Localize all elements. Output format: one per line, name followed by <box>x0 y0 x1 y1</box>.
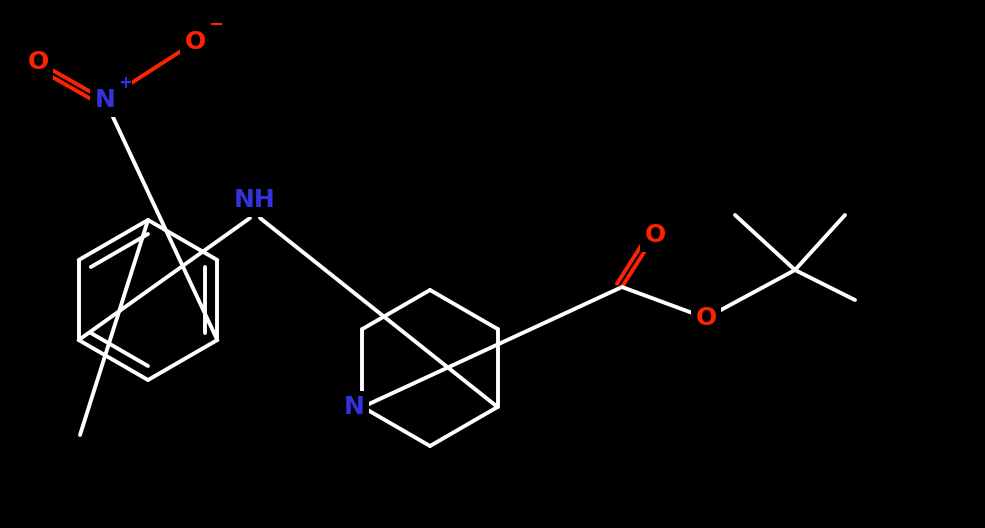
Text: +: + <box>118 74 132 92</box>
Text: O: O <box>28 50 48 74</box>
Text: −: − <box>208 16 224 34</box>
Text: O: O <box>644 223 666 247</box>
Text: NH: NH <box>234 188 276 212</box>
Text: N: N <box>344 395 364 419</box>
Text: N: N <box>95 88 115 112</box>
Text: O: O <box>184 30 206 54</box>
Text: O: O <box>695 306 717 330</box>
